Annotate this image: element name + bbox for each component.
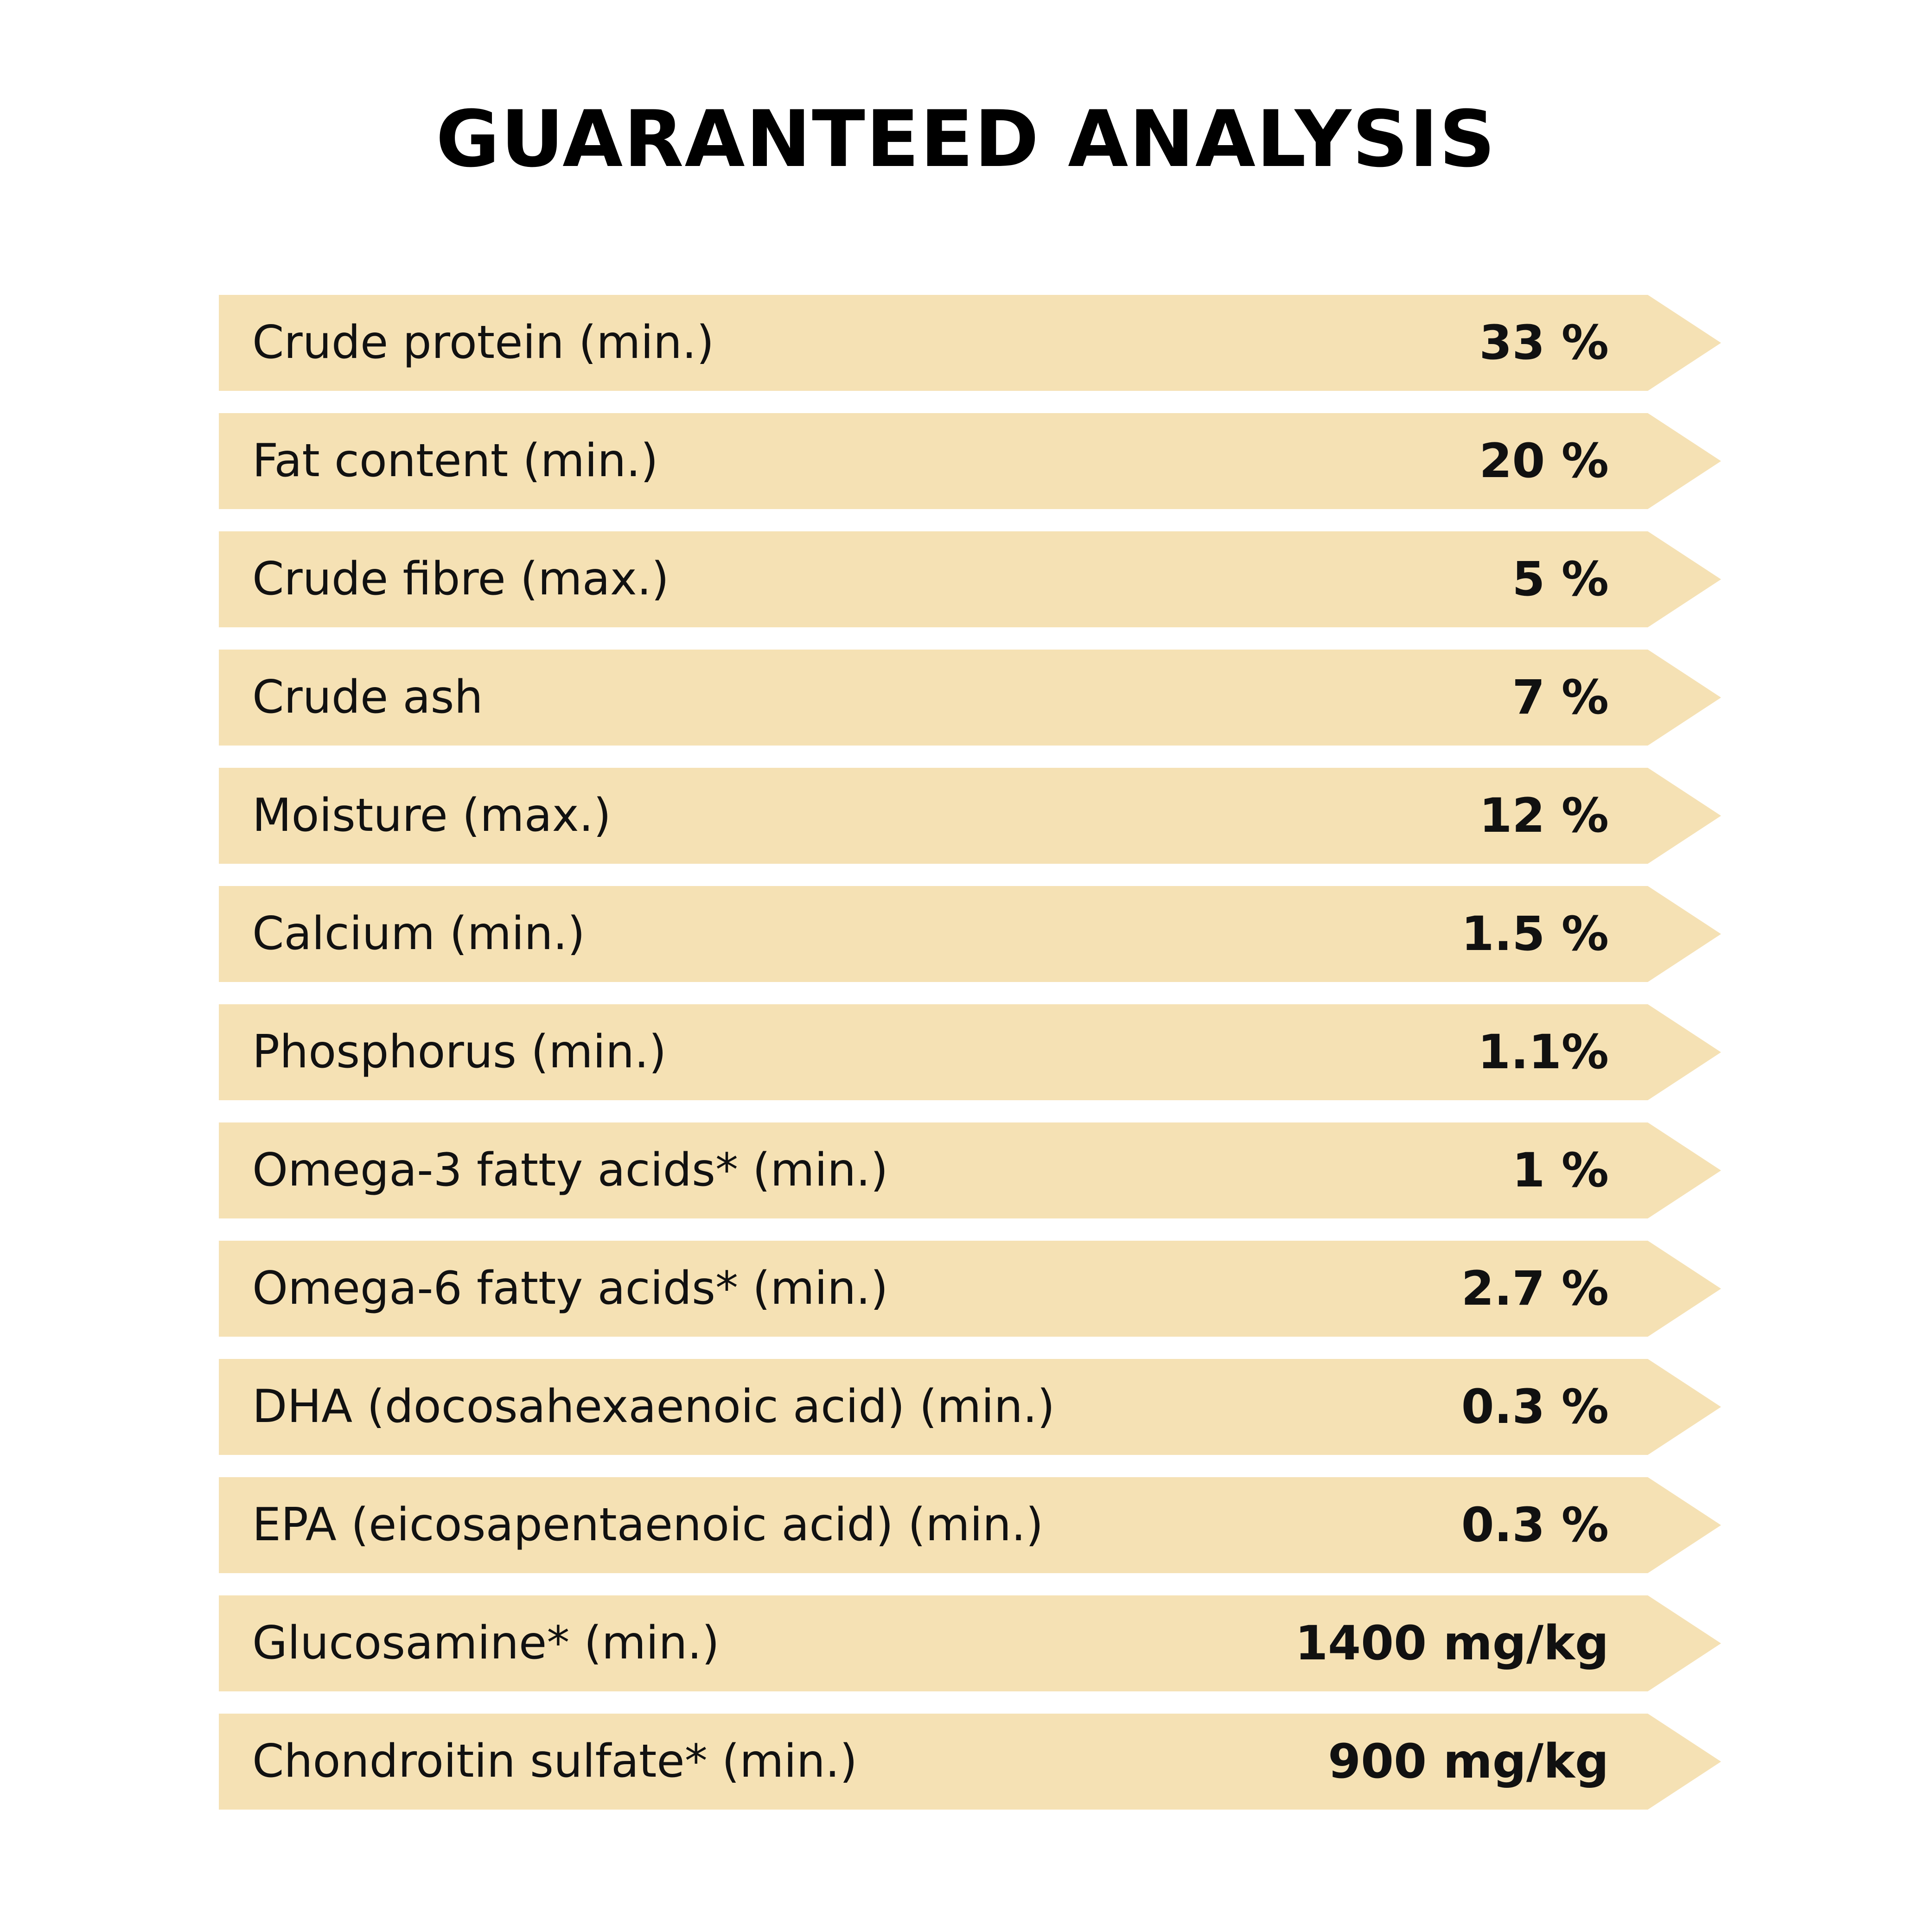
analysis-row-omega-6: Omega-6 fatty acids* (min.) 2.7 % — [219, 1241, 1721, 1337]
row-value: 1 % — [1512, 1143, 1609, 1198]
row-label: Omega-6 fatty acids* (min.) — [252, 1262, 888, 1315]
analysis-row-epa: EPA (eicosapentaenoic acid) (min.) 0.3 % — [219, 1477, 1721, 1573]
row-value: 900 mg/kg — [1328, 1734, 1609, 1789]
row-label: DHA (docosahexaenoic acid) (min.) — [252, 1380, 1055, 1433]
analysis-row-glucosamine: Glucosamine* (min.) 1400 mg/kg — [219, 1595, 1721, 1691]
analysis-row-phosphorus: Phosphorus (min.) 1.1% — [219, 1004, 1721, 1100]
row-value: 33 % — [1479, 315, 1609, 370]
analysis-row-fat-content: Fat content (min.) 20 % — [219, 413, 1721, 509]
row-value: 20 % — [1479, 434, 1609, 489]
row-label: Phosphorus (min.) — [252, 1026, 667, 1078]
analysis-table: Crude protein (min.) 33 % Fat content (m… — [219, 295, 1721, 1832]
analysis-row-omega-3: Omega-3 fatty acids* (min.) 1 % — [219, 1122, 1721, 1218]
row-label: Moisture (max.) — [252, 789, 612, 842]
analysis-row-crude-ash: Crude ash 7 % — [219, 650, 1721, 746]
page-title: GUARANTEED ANALYSIS — [436, 94, 1496, 185]
row-label: Fat content (min.) — [252, 434, 658, 487]
row-label: Crude ash — [252, 671, 483, 724]
analysis-row-dha: DHA (docosahexaenoic acid) (min.) 0.3 % — [219, 1359, 1721, 1455]
analysis-row-crude-fibre: Crude fibre (max.) 5 % — [219, 531, 1721, 627]
analysis-row-chondroitin: Chondroitin sulfate* (min.) 900 mg/kg — [219, 1714, 1721, 1810]
row-value: 12 % — [1479, 788, 1609, 843]
row-value: 1.1% — [1478, 1025, 1609, 1080]
row-label: Calcium (min.) — [252, 907, 585, 960]
row-label: Crude fibre (max.) — [252, 553, 670, 606]
row-value: 0.3 % — [1461, 1379, 1609, 1435]
row-label: Chondroitin sulfate* (min.) — [252, 1735, 858, 1788]
row-label: EPA (eicosapentaenoic acid) (min.) — [252, 1498, 1044, 1551]
row-value: 1.5 % — [1461, 906, 1609, 962]
analysis-row-crude-protein: Crude protein (min.) 33 % — [219, 295, 1721, 391]
row-value: 1400 mg/kg — [1295, 1616, 1609, 1671]
analysis-row-calcium: Calcium (min.) 1.5 % — [219, 886, 1721, 982]
row-value: 5 % — [1512, 552, 1609, 607]
row-value: 7 % — [1512, 670, 1609, 725]
row-value: 0.3 % — [1461, 1498, 1609, 1553]
row-value: 2.7 % — [1461, 1261, 1609, 1316]
row-label: Omega-3 fatty acids* (min.) — [252, 1144, 888, 1197]
row-label: Crude protein (min.) — [252, 316, 714, 369]
row-label: Glucosamine* (min.) — [252, 1617, 720, 1670]
analysis-row-moisture: Moisture (max.) 12 % — [219, 768, 1721, 864]
